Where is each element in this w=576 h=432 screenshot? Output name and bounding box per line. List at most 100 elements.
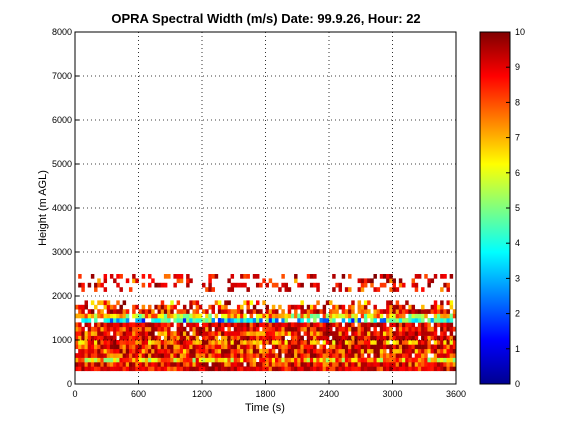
- heatmap-cell: [300, 353, 304, 358]
- heatmap-cell: [243, 282, 247, 288]
- heatmap-cell: [189, 335, 193, 341]
- heatmap-cell: [300, 304, 304, 310]
- heatmap-cell: [354, 357, 358, 363]
- heatmap-cell: [284, 362, 289, 367]
- heatmap-cell: [322, 331, 327, 336]
- heatmap-cell: [252, 340, 257, 345]
- heatmap-cell: [189, 304, 193, 310]
- heatmap-cell: [81, 344, 85, 350]
- heatmap-cell: [116, 274, 120, 279]
- heatmap-cell: [236, 340, 241, 345]
- heatmap-cell: [113, 357, 117, 363]
- heatmap-cell: [411, 309, 416, 314]
- heatmap-cell: [154, 340, 158, 345]
- heatmap-cell: [84, 353, 88, 358]
- heatmap-cell: [144, 340, 149, 345]
- heatmap-cell: [341, 362, 346, 367]
- heatmap-cell: [217, 353, 222, 358]
- heatmap-cell: [160, 362, 165, 367]
- heatmap-cell: [395, 309, 400, 314]
- heatmap-cell: [170, 309, 174, 314]
- heatmap-cell: [148, 331, 152, 336]
- heatmap-cell: [424, 362, 428, 367]
- heatmap-cell: [319, 344, 323, 350]
- heatmap-cell: [271, 322, 276, 328]
- heatmap-cell: [405, 340, 409, 345]
- heatmap-cell: [373, 344, 377, 350]
- heatmap-cell: [186, 366, 190, 372]
- heatmap-cell: [405, 366, 409, 372]
- heatmap-cell: [87, 309, 92, 314]
- heatmap-cell: [363, 313, 368, 319]
- heatmap-cell: [160, 300, 165, 306]
- heatmap-cell: [325, 313, 330, 319]
- heatmap-cell: [246, 300, 250, 306]
- heatmap-cell: [144, 348, 149, 354]
- heatmap-cell: [119, 335, 123, 341]
- heatmap-cell: [389, 313, 393, 319]
- heatmap-cell: [189, 344, 193, 350]
- heatmap-cell: [81, 313, 85, 319]
- colorbar-tick-label: 0: [515, 379, 520, 389]
- heatmap-cell: [262, 366, 266, 372]
- heatmap-cell: [202, 282, 206, 288]
- y-tick-label: 7000: [52, 71, 72, 81]
- heatmap-cell: [122, 322, 127, 328]
- heatmap-cell: [141, 340, 146, 345]
- heatmap-cell: [351, 304, 355, 310]
- heatmap-cell: [297, 344, 301, 350]
- heatmap-cell: [90, 313, 95, 319]
- heatmap-cell: [440, 340, 444, 345]
- heatmap-cell: [271, 344, 276, 350]
- heatmap-cell: [427, 366, 431, 372]
- heatmap-cell: [443, 274, 447, 279]
- heatmap-cell: [246, 331, 250, 336]
- heatmap-cell: [389, 357, 393, 363]
- x-axis-ticks: 0 600 1200 1800 2400 3000 3600: [72, 380, 466, 399]
- heatmap-cell: [179, 331, 184, 336]
- heatmap-cell: [357, 331, 362, 336]
- heatmap-cell: [113, 340, 117, 345]
- heatmap-cell: [84, 344, 88, 350]
- heatmap-cell: [417, 309, 422, 314]
- heatmap-cell: [430, 357, 435, 363]
- heatmap-cell: [75, 340, 79, 345]
- colorbar-tick-label: 7: [515, 133, 520, 143]
- heatmap-cell: [167, 344, 171, 350]
- heatmap-cell: [319, 326, 323, 332]
- heatmap-cell: [176, 331, 181, 336]
- heatmap-cell: [430, 309, 435, 314]
- heatmap-cell: [135, 353, 139, 358]
- heatmap-cell: [297, 318, 301, 323]
- heatmap-cell: [433, 313, 438, 319]
- heatmap-cell: [398, 322, 403, 328]
- heatmap-cell: [408, 313, 412, 319]
- heatmap-cell: [179, 335, 184, 341]
- heatmap-cell: [382, 318, 387, 323]
- heatmap-cell: [243, 326, 247, 332]
- heatmap-cell: [103, 344, 108, 350]
- heatmap-cell: [389, 366, 393, 372]
- heatmap-cell: [421, 357, 425, 363]
- heatmap-cell: [290, 348, 295, 354]
- heatmap-cell: [94, 366, 98, 372]
- heatmap-cell: [198, 304, 203, 310]
- heatmap-cell: [281, 357, 285, 363]
- heatmap-cell: [449, 366, 454, 372]
- heatmap-cell: [240, 362, 244, 367]
- heatmap-cell: [259, 353, 263, 358]
- heatmap-cell: [452, 353, 456, 358]
- heatmap-cell: [81, 357, 85, 363]
- heatmap-cell: [157, 318, 162, 323]
- heatmap-cell: [192, 309, 196, 314]
- heatmap-cell: [294, 313, 298, 319]
- heatmap-cell: [195, 366, 200, 372]
- heatmap-cell: [360, 282, 365, 288]
- colorbar-tick-label: 6: [515, 168, 520, 178]
- heatmap-cell: [430, 318, 435, 323]
- heatmap-cell: [224, 300, 228, 306]
- heatmap-cell: [370, 318, 374, 323]
- heatmap-cell: [176, 335, 181, 341]
- heatmap-cell: [179, 353, 184, 358]
- heatmap-cell: [259, 318, 263, 323]
